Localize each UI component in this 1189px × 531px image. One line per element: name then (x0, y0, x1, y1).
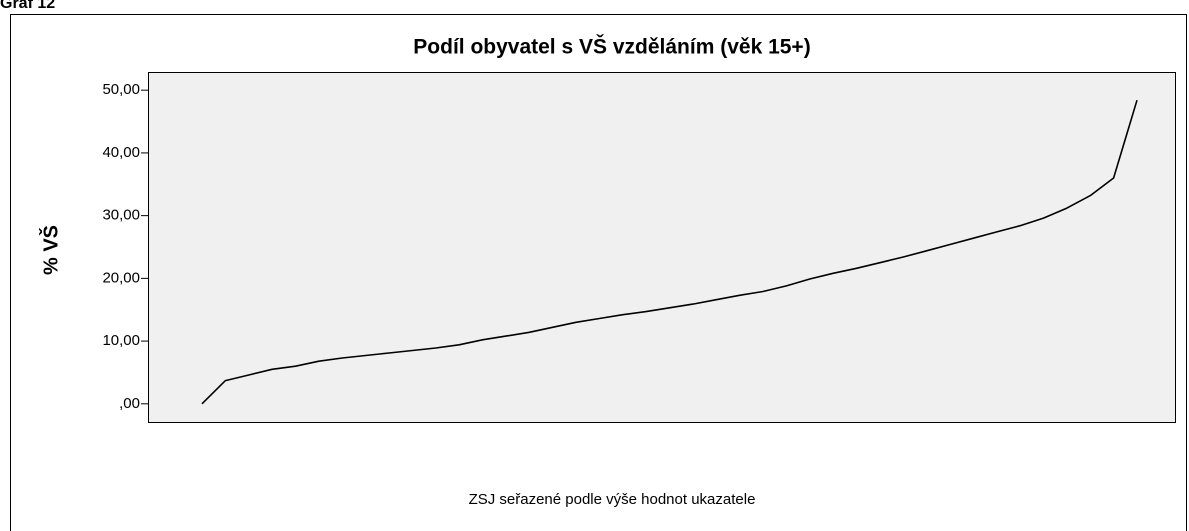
y-tick-label: 20,00 (102, 269, 140, 286)
y-tick-label: 40,00 (102, 144, 140, 161)
y-tick-label: ,00 (119, 395, 140, 412)
chart-title: Podíl obyvatel s VŠ vzděláním (věk 15+) (413, 35, 810, 59)
y-tick-label: 10,00 (102, 332, 140, 349)
plot-area (148, 72, 1176, 423)
caption: Graf 12 (0, 0, 55, 12)
y-tick-label: 30,00 (102, 207, 140, 224)
y-axis-label: % VŠ (38, 225, 62, 275)
y-tick-label: 50,00 (102, 81, 140, 98)
x-axis-label: ZSJ seřazené podle výše hodnot ukazatele (469, 491, 756, 508)
data-line (201, 99, 1138, 405)
